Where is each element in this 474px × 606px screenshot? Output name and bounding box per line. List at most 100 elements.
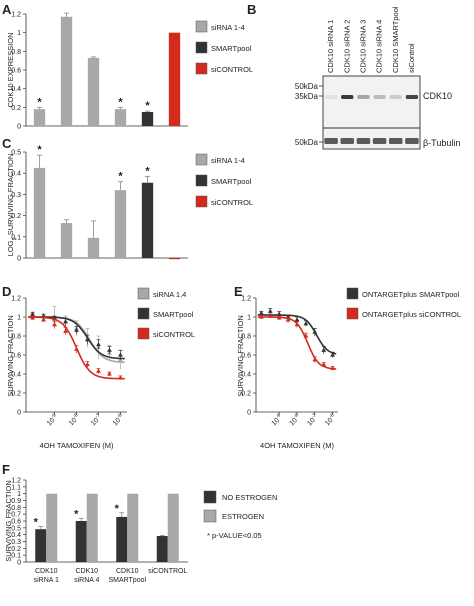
panel-d-data-point [107,371,112,376]
blot-cdk10-band [341,95,354,99]
panel-c-bar [33,167,46,258]
panel-f-y-axis-label: SURVIVING FRACTION [4,480,13,562]
panel-e-x-tick-base: 10 [306,417,317,428]
panel-f-significance-star: * [74,508,79,520]
panel-f-category-label: siRNA 1 [34,577,59,584]
panel-e-x-tick-base: 10 [271,417,282,428]
panel-e-data-point [303,333,309,338]
panel-c-significance-star: * [145,165,150,177]
blot-tubulin-band [372,138,387,144]
panel-e-y-tick-label: 1.2 [241,296,251,303]
panel-f-y-tick-label: 0.6 [11,519,21,526]
panel-f-legend-note: * p-VALUE<0.05 [207,531,262,540]
panel-f-bar [127,493,139,562]
panel-d-legend-label: SMARTpool [153,310,194,319]
panel-label-c: C [2,136,12,151]
panel-a-y-tick-label: 0.6 [11,68,21,75]
panel-d-data-point [74,346,79,351]
panel-f-bar [46,493,58,562]
panel-a-y-tick-label: 0.4 [11,86,21,93]
panel-f-y-tick-label: 0.8 [11,505,21,512]
blot-lane-label: CDK10 siRNA 3 [358,20,367,73]
panel-a-y-axis-label: CDK10 EXPRESSION [6,32,15,107]
panel-a-y-tick-label: 0.2 [11,105,21,112]
panel-f-bar [116,516,128,562]
panel-c-y-tick-label: 0.4 [11,171,21,178]
panel-e-y-tick-label: 0.6 [241,353,251,360]
panel-c-y-tick-label: 0.3 [11,192,21,199]
blot-tubulin-band [405,138,419,144]
panel-c-legend-label: siCONTROL [211,198,253,207]
panel-c-significance-star: * [37,144,42,156]
panel-f-y-tick-label: 1.2 [11,478,21,485]
panel-d-x-tick-label: 10-6 [110,412,125,427]
blot-cdk10-band [357,95,370,99]
panel-d-data-point [74,327,79,332]
panel-d-data-point [52,322,57,327]
panel-e-y-axis-label: SURVIVING FRACTION [236,315,245,397]
panel-d-x-axis-label: 4OH TAMOXIFEN (M) [40,441,114,450]
panel-f-y-tick-label: 1.1 [11,484,21,491]
panel-f-legend-swatch [203,490,217,504]
blot-tubulin-band [340,138,355,144]
panel-e-y-tick-label: 0 [247,410,251,417]
panel-d-y-tick-label: 1.2 [11,296,21,303]
panel-c-chart: 0 0.1 0.2 0.3 0.4 0.5 * * * siRNA 1-4 SMARTpool siC… [6,144,253,262]
panel-e-data-point [303,321,309,326]
panel-d-y-tick-label: 0 [17,410,21,417]
blot-marker-label: 35kDa [295,92,319,101]
panel-e-legend-label: ONTARGETplus SMARTpool [362,290,460,299]
panel-f-category-label: CDK10 [35,568,58,575]
blot-lane-label: CDK10 siRNA 4 [375,20,384,73]
panel-f-category-label: siCONTROL [148,568,187,575]
panel-e-data-point [321,347,327,352]
panel-e-x-tick-label: 10-7 [305,412,320,427]
panel-e-data-point [294,322,300,327]
panel-d-y-tick-label: 1 [17,315,21,322]
blot-band-label-cdk10: CDK10 [423,91,452,101]
panel-e-x-tick-label: 10-8 [287,412,302,427]
panel-f-y-tick-label: 0.7 [11,512,21,519]
blot-cdk10-band [324,95,338,99]
panel-e-x-tick-exp: -6 [328,412,336,420]
panel-e-data-point [285,317,291,322]
panel-a-y-tick-label: 1 [17,30,21,37]
panel-e-data-point [330,365,336,370]
panel-e-x-tick-label: 10-9 [269,412,284,427]
panel-d-x-tick-label: 10-9 [45,412,60,427]
panel-f-y-tick-label: 0.3 [11,539,21,546]
panel-d-x-tick-exp: -8 [72,412,80,420]
panel-d-data-point [30,311,35,316]
panel-d-data-point [30,315,35,320]
panel-f-bar [86,493,98,562]
panel-e-data-point [267,313,273,318]
panel-a-legend-swatch [195,41,208,54]
panel-f-legend-label: NO ESTROGEN [222,493,277,502]
panel-label-e: E [234,284,243,299]
panel-d-data-point [118,352,123,357]
panel-d-data-point [118,375,123,380]
blot-cdk10-band [373,95,386,99]
panel-e-y-tick-label: 0.2 [241,391,251,398]
panel-c-significance-star: * [118,171,123,183]
panel-e-data-point [312,357,318,362]
panel-e-legend-swatch [346,307,359,320]
panel-e-x-tick-base: 10 [288,417,299,428]
panel-d-data-point [85,337,90,342]
panel-e-y-tick-label: 1 [247,315,251,322]
panel-a-legend-swatch [195,20,208,33]
panel-a-legend-label: siRNA 1-4 [211,23,245,32]
panel-c-y-axis-label-sub: 2 [12,237,18,240]
panel-a-bar [60,16,73,126]
panel-c-bar [114,190,127,258]
panel-f-significance-star: * [34,516,39,528]
panel-d-legend-label: siRNA 1,4 [153,290,186,299]
panel-a-legend-label: siCONTROL [211,65,253,74]
panel-label-f: F [2,462,10,477]
panel-c-y-axis-label-rest: SURVIVING FRACTION [6,154,15,238]
panel-f-category-label: CDK10 [116,568,139,575]
panel-e-data-point [312,329,318,334]
panel-c-y-tick-label: 0.2 [11,213,21,220]
panel-f-category-label: siRNA 4 [74,577,99,584]
